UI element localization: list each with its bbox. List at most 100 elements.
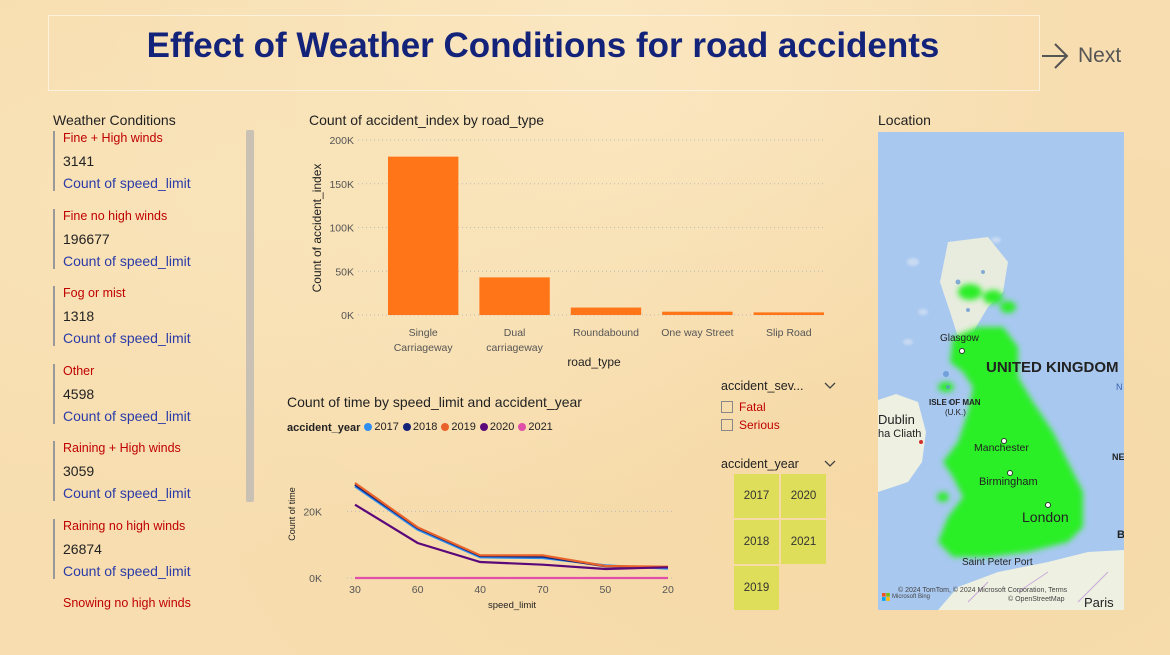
year-tile-2019[interactable]: 2019 bbox=[734, 566, 779, 610]
x-tick-label: Dual bbox=[504, 327, 526, 339]
weather-card-name: Raining no high winds bbox=[63, 519, 186, 533]
bar bbox=[753, 312, 824, 315]
map-copyright[interactable]: © 2024 TomTom, © 2024 Microsoft Corporat… bbox=[898, 587, 1068, 594]
weather-card-name: Fine + High winds bbox=[63, 131, 163, 145]
map-label-n: N bbox=[1116, 382, 1123, 392]
y-tick-label: 200K bbox=[329, 135, 354, 147]
x-tick-label: 70 bbox=[537, 584, 549, 596]
severity-slicer-title: accident_sev... bbox=[721, 379, 804, 393]
bar bbox=[479, 277, 550, 315]
bar-chart-title: Count of accident_index by road_type bbox=[309, 112, 545, 128]
bing-logo: Microsoft Bing bbox=[882, 593, 930, 601]
weather-card: Other 4598 Count of speed_limit bbox=[53, 364, 243, 424]
x-tick-label: 20 bbox=[662, 584, 674, 596]
severity-option-fatal[interactable]: Fatal bbox=[721, 398, 837, 416]
weather-card: Fine + High winds 3141 Count of speed_limi… bbox=[53, 131, 243, 191]
legend-label: 2018 bbox=[412, 421, 438, 433]
bar bbox=[662, 311, 733, 315]
weather-card: Snowing no high winds bbox=[53, 596, 243, 614]
legend-dot-icon bbox=[518, 423, 527, 431]
chevron-down-icon[interactable] bbox=[823, 459, 837, 469]
legend-item-2017[interactable]: 2017 bbox=[364, 421, 399, 433]
map-label-dublin: Dublin bbox=[878, 412, 915, 427]
weather-card-name: Raining + High winds bbox=[63, 441, 181, 455]
chevron-down-icon[interactable] bbox=[823, 381, 837, 391]
x-tick-label: Slip Road bbox=[766, 327, 812, 339]
checkbox-icon[interactable] bbox=[721, 401, 733, 413]
legend-title: accident_year bbox=[287, 421, 361, 434]
bar-chart: 0K 50K 100K 150K 200K Single Carriageway Dual ca… bbox=[310, 135, 825, 369]
line-chart-title: Count of time by speed_limit and acciden… bbox=[287, 394, 582, 410]
legend-item-2021[interactable]: 2021 bbox=[518, 421, 553, 433]
weather-card-measure: Count of speed_limit bbox=[63, 485, 191, 501]
map-osm-credit[interactable]: © OpenStreetMap bbox=[1008, 596, 1065, 603]
weather-card-value: 4598 bbox=[63, 386, 95, 402]
weather-scrollbar[interactable] bbox=[246, 130, 254, 502]
severity-option-serious[interactable]: Serious bbox=[721, 416, 837, 434]
year-tile-2021[interactable]: 2021 bbox=[781, 520, 826, 564]
line-chart: 0K 20K 30 60 40 70 50 20 speed_limit Count of tim… bbox=[287, 482, 674, 611]
checkbox-icon[interactable] bbox=[721, 419, 733, 431]
option-label: Serious bbox=[739, 418, 780, 432]
weather-card: Raining no high winds 26874 Count of speed… bbox=[53, 519, 243, 579]
legend-label: 2017 bbox=[374, 421, 399, 433]
year-tile-2018[interactable]: 2018 bbox=[734, 520, 779, 564]
legend-label: 2021 bbox=[528, 421, 553, 433]
map-label-baile: ha Cliath bbox=[878, 428, 922, 440]
x-tick-label: 30 bbox=[349, 584, 361, 596]
map-label-manchester: Manchester bbox=[974, 442, 1029, 454]
arrow-right-icon bbox=[1042, 43, 1069, 69]
year-tile-2017[interactable]: 2017 bbox=[734, 474, 779, 518]
severity-slicer: accident_sev... Fatal Serious bbox=[721, 378, 837, 434]
map-title: Location bbox=[878, 112, 931, 128]
y-tick-label: 50K bbox=[335, 266, 354, 278]
y-axis-label: Count of accident_index bbox=[310, 164, 324, 293]
series-line-2019 bbox=[354, 482, 669, 568]
legend-dot-icon bbox=[441, 423, 450, 431]
weather-card-name: Snowing no high winds bbox=[63, 596, 191, 610]
legend-label: 2020 bbox=[489, 421, 515, 433]
weather-card-measure: Count of speed_limit bbox=[63, 563, 191, 579]
legend-dot-icon bbox=[479, 423, 488, 431]
map-label-saint-peter-port: Saint Peter Port bbox=[962, 557, 1033, 568]
weather-title: Weather Conditions bbox=[53, 112, 176, 128]
year-tile-2020[interactable]: 2020 bbox=[781, 474, 826, 518]
map-label-birmingham: Birmingham bbox=[979, 476, 1038, 488]
y-tick-label: 20K bbox=[303, 506, 322, 518]
y-axis-label: Count of time bbox=[287, 487, 297, 541]
location-map[interactable]: UNITED KINGDOM Glasgow ISLE OF MAN (U.K.… bbox=[878, 132, 1124, 610]
map-label-b: B bbox=[1117, 529, 1124, 541]
y-tick-label: 100K bbox=[329, 223, 354, 235]
map-background bbox=[878, 237, 1124, 610]
microsoft-logo-icon bbox=[882, 593, 890, 601]
weather-card-measure: Count of speed_limit bbox=[63, 408, 191, 424]
weather-card-name: Other bbox=[63, 364, 95, 378]
weather-card: Fog or mist 1318 Count of speed_limit bbox=[53, 286, 243, 346]
map-label-paris: Paris bbox=[1084, 595, 1114, 610]
bar bbox=[388, 156, 459, 315]
weather-card: Raining + High winds 3059 Count of speed_l… bbox=[53, 441, 243, 501]
option-label: Fatal bbox=[739, 400, 766, 414]
x-tick-label: 50 bbox=[600, 584, 612, 596]
title-frame bbox=[48, 15, 1040, 91]
weather-card-measure: Count of speed_limit bbox=[63, 330, 191, 346]
x-tick-label: One way Street bbox=[661, 327, 733, 339]
legend-item-2020[interactable]: 2020 bbox=[479, 421, 515, 433]
year-slicer-title: accident_year bbox=[721, 457, 799, 471]
x-tick-label: carriageway bbox=[486, 342, 543, 354]
y-tick-label: 150K bbox=[329, 179, 354, 191]
map-label-isle-of-man: ISLE OF MAN bbox=[929, 398, 981, 407]
map-label-london: London bbox=[1022, 509, 1069, 525]
weather-card-value: 196677 bbox=[63, 231, 110, 247]
x-axis-label: speed_limit bbox=[488, 600, 536, 611]
legend-items: 2017 2018 2019 2020 2021 bbox=[364, 421, 556, 434]
weather-card-name: Fog or mist bbox=[63, 286, 126, 300]
map-label-country: UNITED KINGDOM bbox=[986, 359, 1119, 376]
legend-item-2019[interactable]: 2019 bbox=[441, 421, 476, 433]
legend-item-2018[interactable]: 2018 bbox=[402, 421, 438, 433]
weather-card-value: 3059 bbox=[63, 463, 95, 479]
x-tick-label: 40 bbox=[474, 584, 486, 596]
series-line-2020 bbox=[354, 503, 669, 571]
x-tick-label: Carriageway bbox=[394, 342, 454, 354]
next-button[interactable]: Next bbox=[1040, 38, 1130, 74]
